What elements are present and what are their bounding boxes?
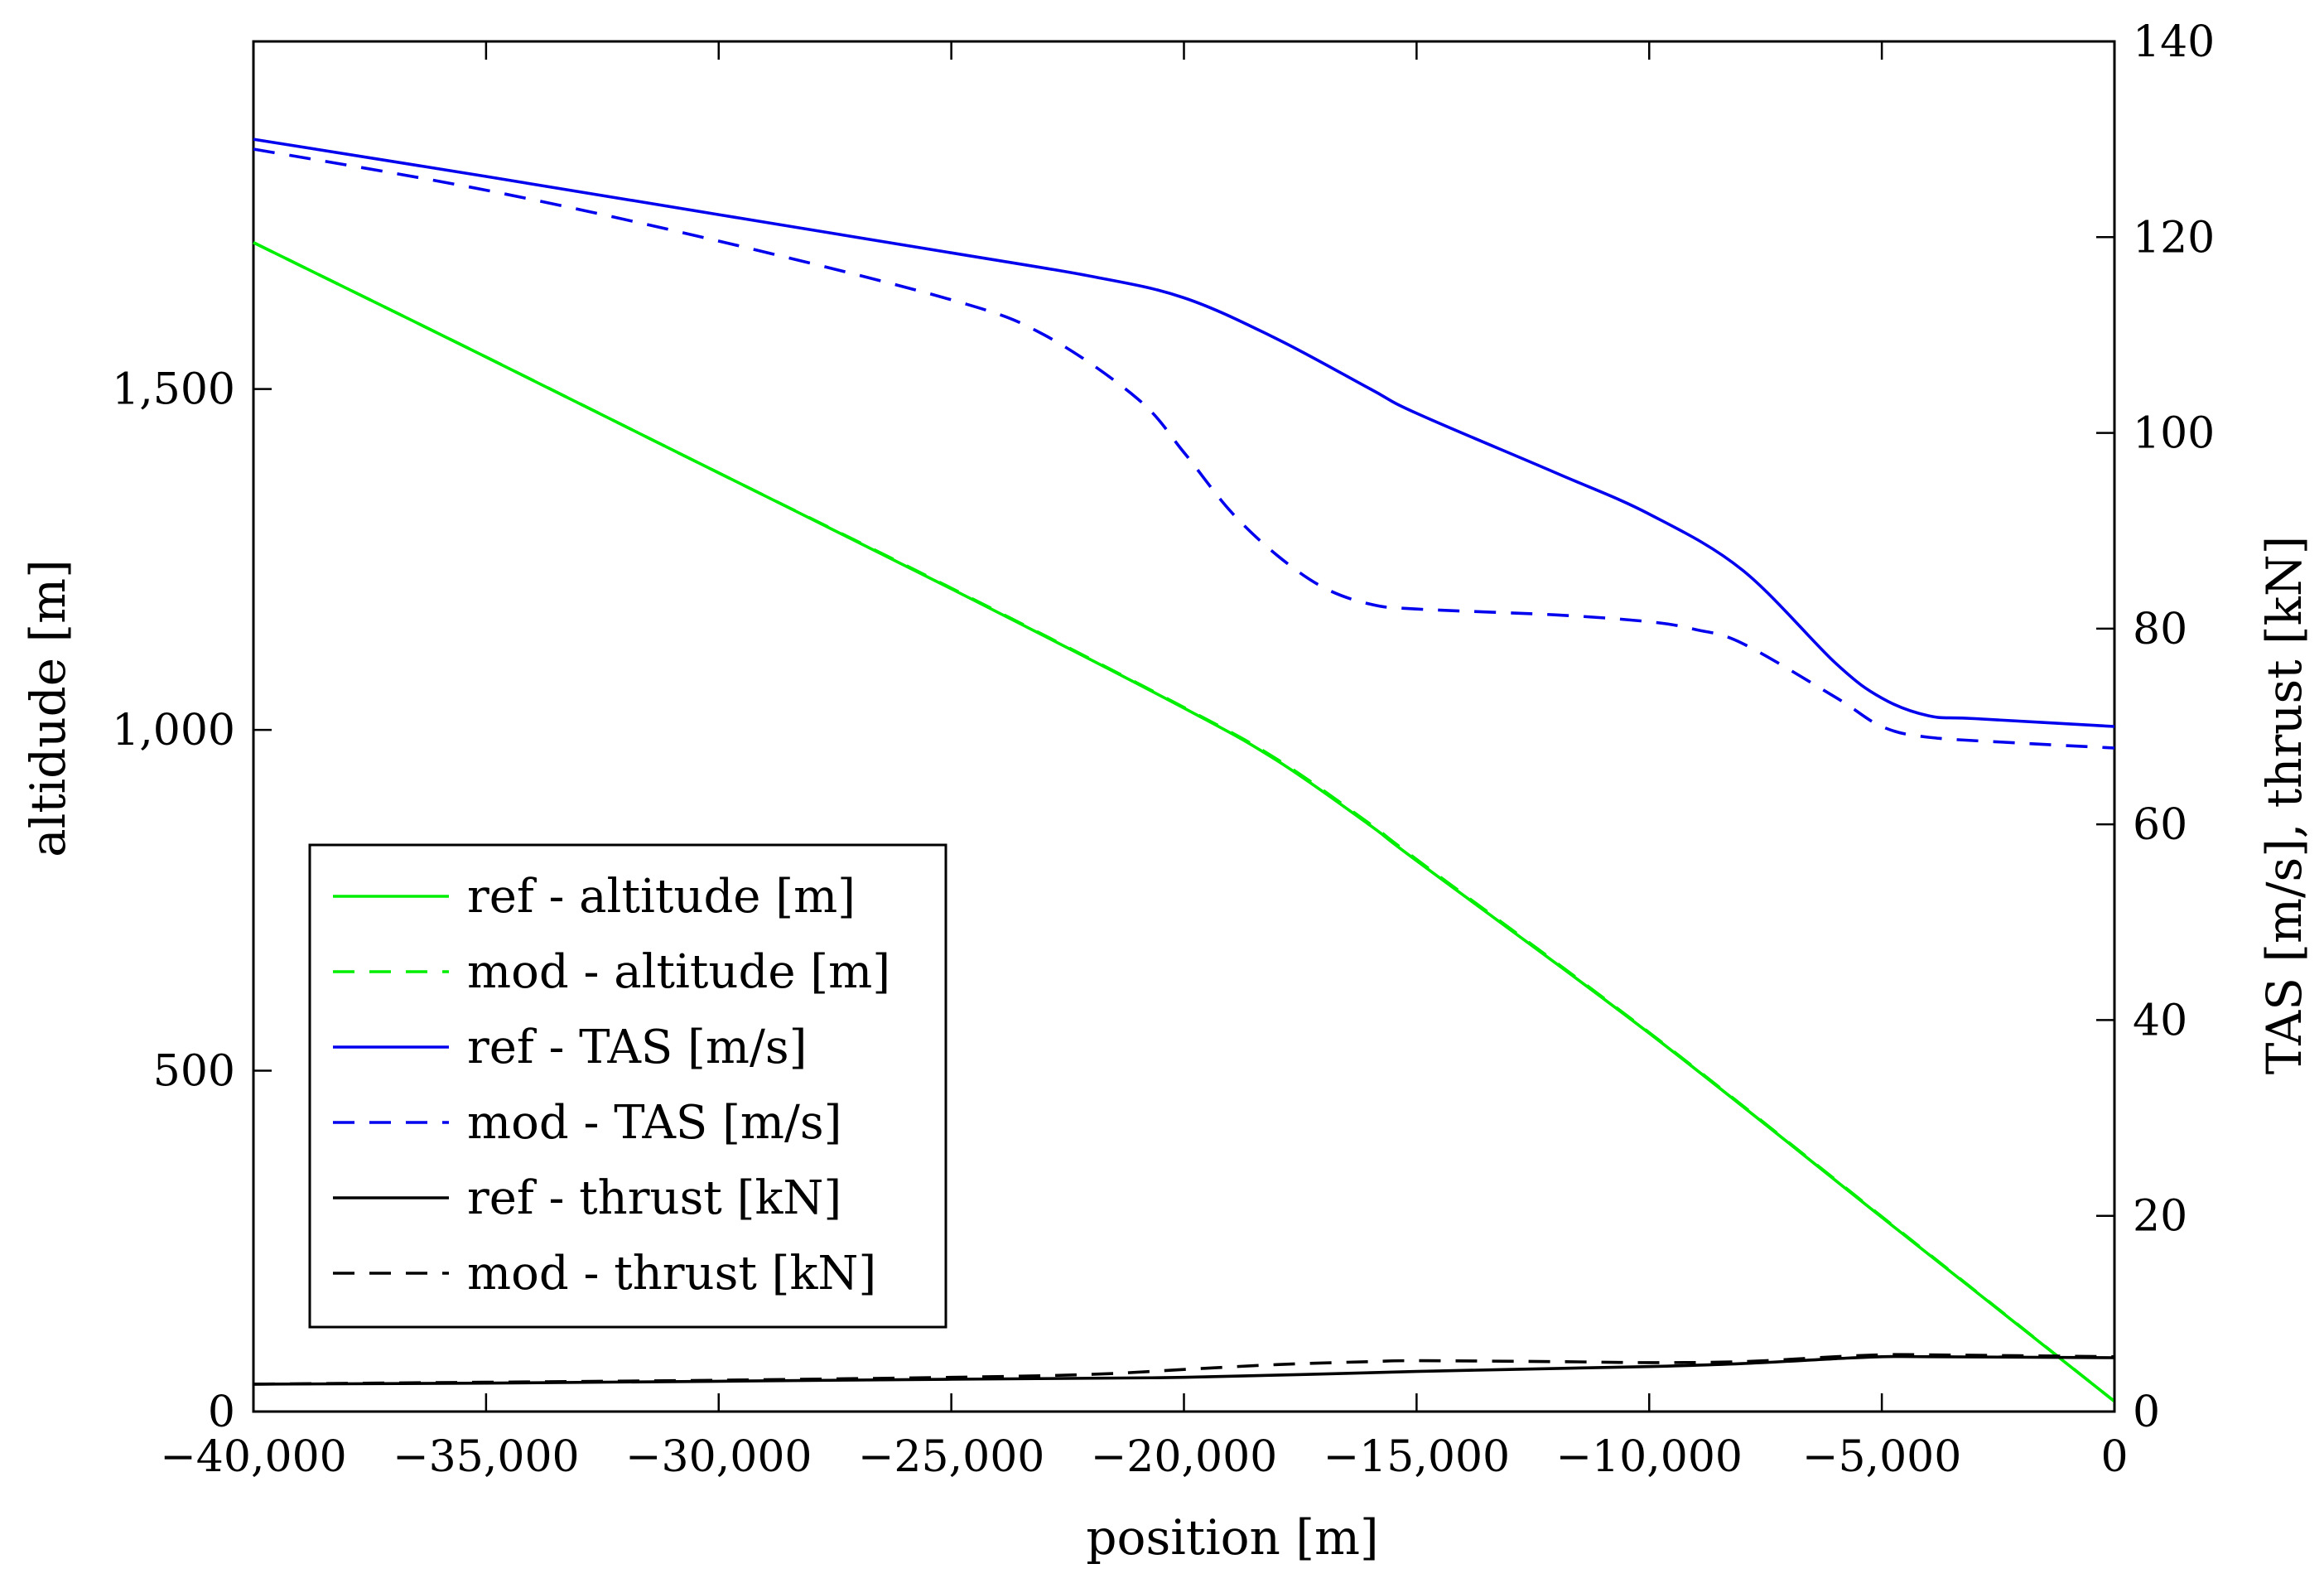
series-layer — [253, 138, 2116, 1403]
y-axis-label: altidude [m] — [20, 559, 76, 857]
y2-tick-label: 80 — [2133, 605, 2187, 654]
x-tick-label: −40,000 — [160, 1432, 347, 1482]
y2-tick-label: 100 — [2133, 409, 2215, 459]
x-tick-label: −25,000 — [858, 1432, 1045, 1482]
y-tick-label: 1,500 — [112, 365, 235, 415]
x-tick-label: 0 — [2100, 1432, 2128, 1482]
legend-label: ref - thrust [kN] — [467, 1171, 841, 1225]
legend: ref - altitude [m] mod - altitude [m] ref … — [308, 843, 947, 1329]
y2-tick-label: 0 — [2133, 1388, 2160, 1437]
series-line-mod-thrust-kn — [253, 1353, 2115, 1386]
series-line-mod-tas-m-s — [253, 147, 2115, 750]
legend-label: mod - thrust [kN] — [467, 1247, 876, 1301]
x-tick-label: −35,000 — [393, 1432, 580, 1482]
series-line-mod-altitude-m — [253, 241, 2116, 1403]
y-tick-label: 0 — [208, 1388, 235, 1437]
y2-axis-label: TAS [m/s], thrust [kN] — [2256, 536, 2312, 1074]
x-tick-label: −30,000 — [625, 1432, 812, 1482]
legend-label: ref - altitude [m] — [467, 870, 856, 924]
y2-tick-label: 120 — [2133, 213, 2215, 263]
legend-label: ref - TAS [m/s] — [467, 1021, 807, 1074]
x-tick-label: −5,000 — [1802, 1432, 1961, 1482]
legend-label: mod - altitude [m] — [467, 945, 890, 999]
y2-tick-label: 140 — [2133, 17, 2215, 67]
legend-box — [308, 843, 947, 1329]
y2-tick-label: 20 — [2133, 1192, 2187, 1242]
x-tick-label: −20,000 — [1091, 1432, 1278, 1482]
x-axis-label: position [m] — [1086, 1509, 1378, 1566]
y-tick-label: 1,000 — [112, 706, 235, 755]
x-tick-label: −10,000 — [1555, 1432, 1743, 1482]
y2-tick-label: 60 — [2133, 800, 2187, 850]
legend-label: mod - TAS [m/s] — [467, 1096, 841, 1150]
y-tick-label: 500 — [153, 1047, 235, 1097]
y2-tick-label: 40 — [2133, 996, 2187, 1045]
tick-layer: −40,000 −35,000 −30,000 −25,000 −20,000 −15,0… — [112, 17, 2215, 1482]
series-line-ref-tas-m-s — [253, 138, 2115, 728]
x-tick-label: −15,000 — [1324, 1432, 1511, 1482]
